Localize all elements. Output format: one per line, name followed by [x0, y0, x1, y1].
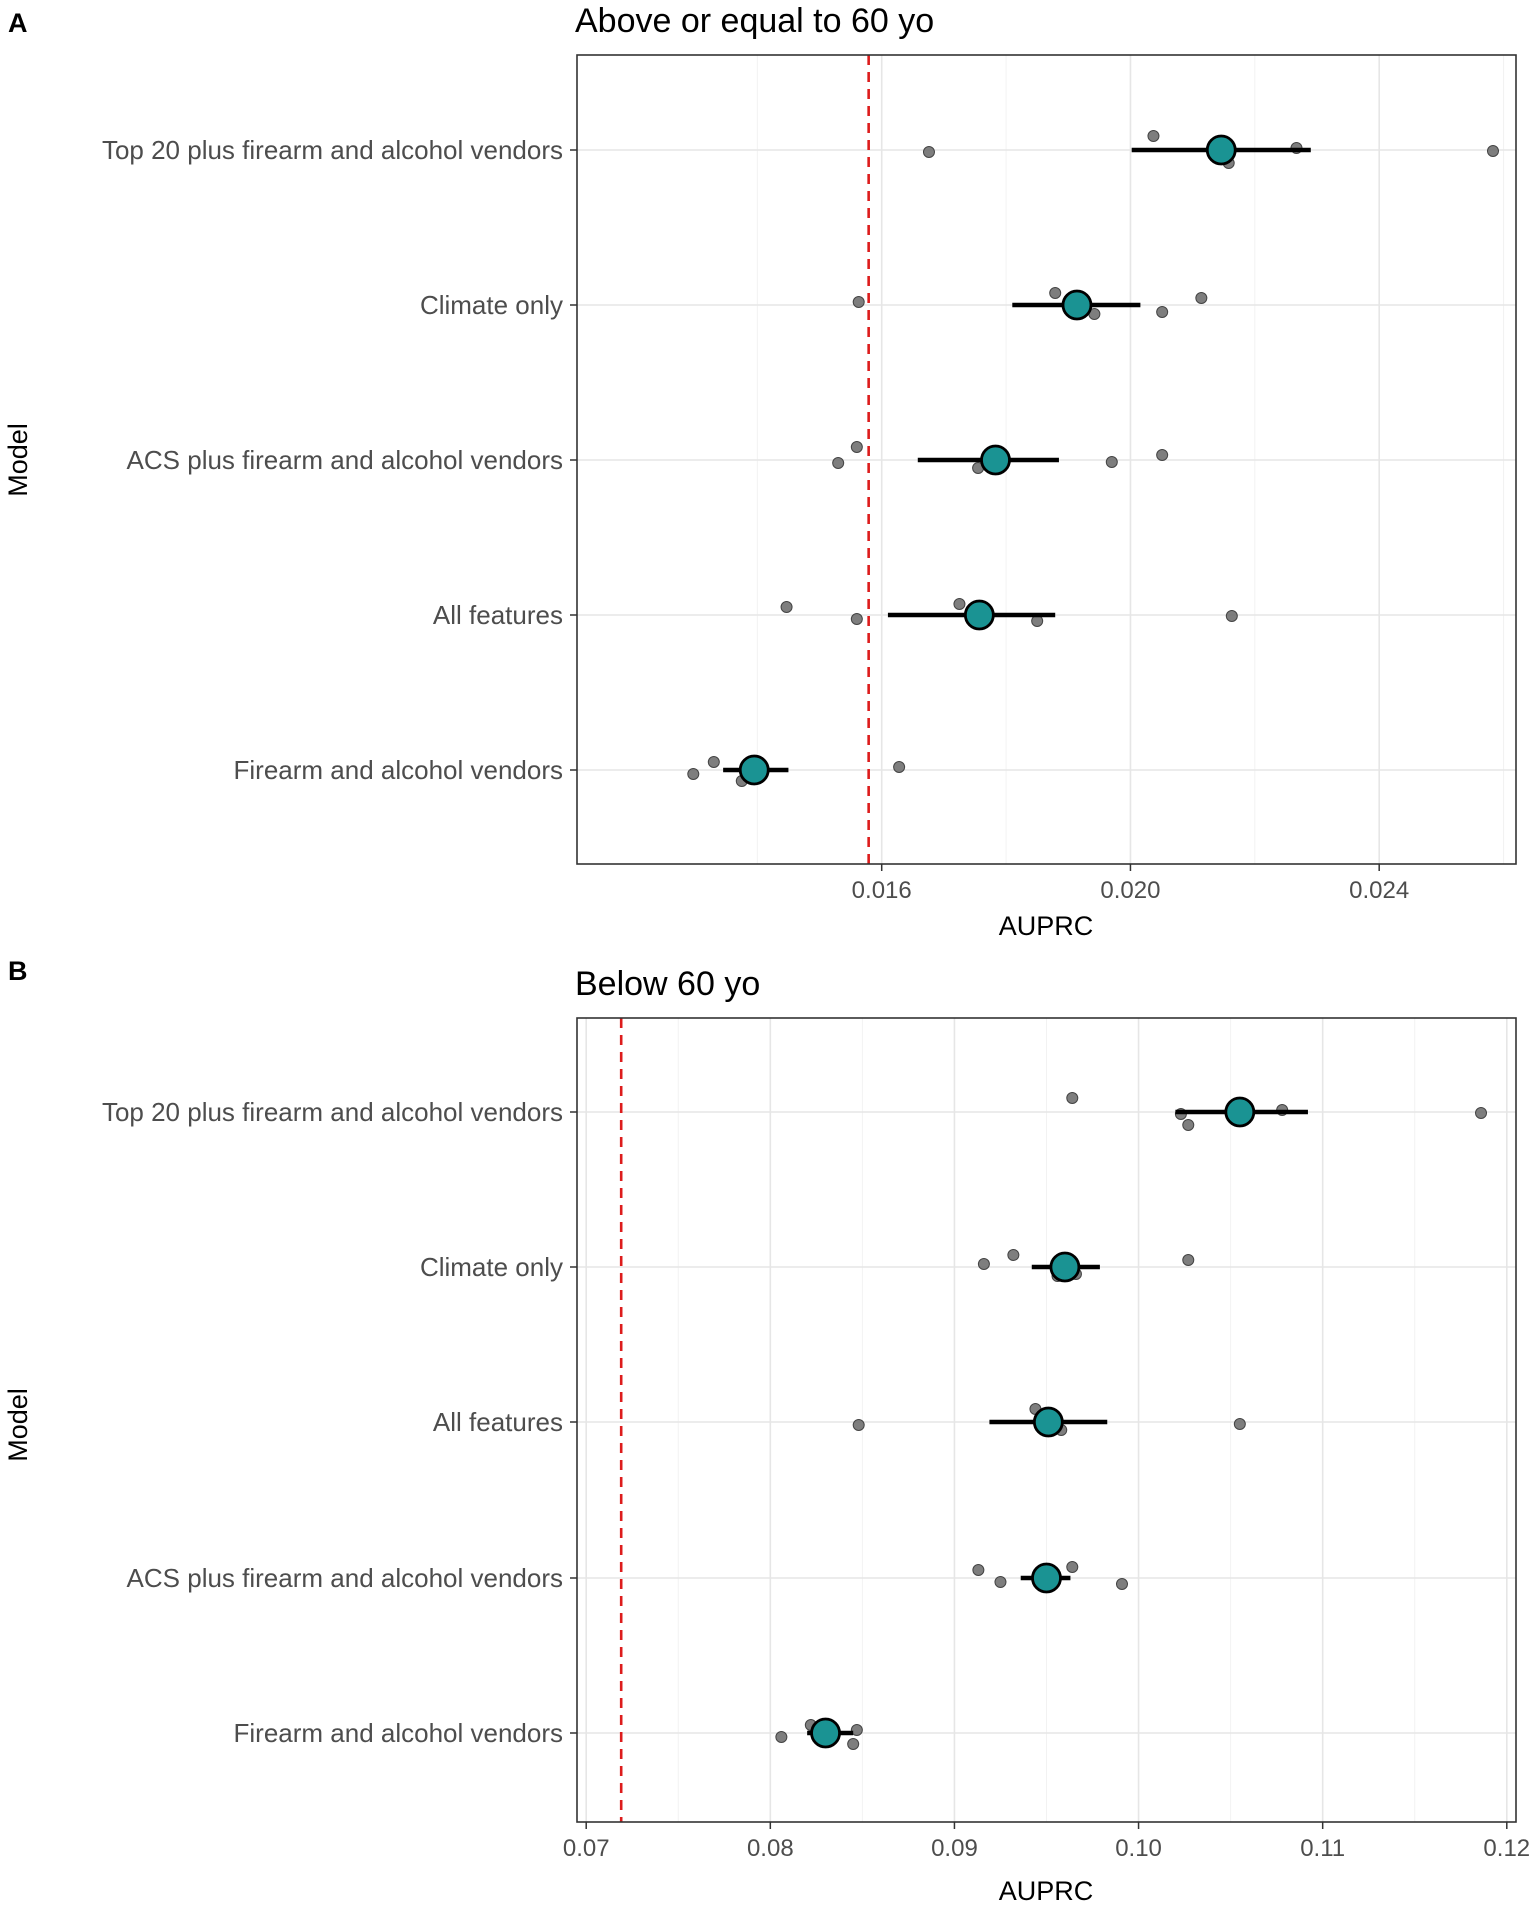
panel-a-x-tick-label: 0.016	[852, 877, 912, 904]
panel-a-y-tick-label: Top 20 plus firearm and alcohol vendors	[102, 135, 563, 165]
panel-a-data-point	[687, 768, 700, 780]
panel-a-panel-border	[576, 54, 1517, 865]
panel-b-data-point	[1115, 1578, 1128, 1590]
panel-b-y-tick-label: Climate only	[420, 1252, 563, 1282]
panel-b-data-point	[1475, 1107, 1488, 1119]
panel-b-data-point	[1182, 1119, 1195, 1131]
panel-a-x-axis-title: AUPRC	[999, 911, 1094, 941]
panel-a-data-point	[850, 441, 863, 453]
panel-b-panel-border	[576, 1017, 1517, 1823]
panel-b-data-point	[1066, 1561, 1079, 1573]
panel-b-letter: B	[8, 956, 28, 986]
panel-b-mean-point	[810, 1717, 841, 1749]
panel-b-data-point	[994, 1576, 1007, 1588]
panel-b-y-tick-label: All features	[433, 1407, 563, 1437]
panel-a-y-tick-label: All features	[433, 600, 563, 630]
panel-b-x-tick-label: 0.07	[563, 1835, 610, 1862]
panel-a-y-tick-label: Climate only	[420, 290, 563, 320]
panel-a-data-point	[832, 457, 845, 469]
panel-b-x-tick-label: 0.10	[1115, 1835, 1162, 1862]
panel-b-mean-point	[1224, 1096, 1256, 1128]
panel-b-y-axis-title: Model	[3, 1388, 33, 1462]
panel-a-data-point	[893, 761, 906, 773]
panel-a-data-point	[852, 296, 865, 308]
panel-b-data-point	[977, 1258, 990, 1270]
panel-b-data-point	[850, 1724, 863, 1736]
panel-a-data-point	[922, 146, 935, 158]
panel-a-data-point	[850, 613, 863, 625]
panel-a-data-point	[953, 598, 966, 610]
panel-a-data-point	[1225, 610, 1238, 622]
panel-a-y-axis-title: Model	[3, 423, 33, 497]
panel-b-x-tick-label: 0.08	[747, 1835, 794, 1862]
panel-b-data-point	[775, 1731, 788, 1743]
panel-b-mean-point	[1032, 1406, 1064, 1438]
panel-a-data-point	[1156, 449, 1169, 461]
panel-b-x-tick-label: 0.11	[1300, 1835, 1345, 1862]
panel-b-plot: Top 20 plus firearm and alcohol vendors C…	[102, 1017, 1530, 1862]
panel-b-y-tick-label: Top 20 plus firearm and alcohol vendors	[102, 1097, 563, 1127]
panel-a-mean-point	[738, 754, 770, 786]
panel-a-data-point	[1147, 130, 1160, 142]
panel-b-data-point	[1182, 1254, 1195, 1266]
panel-b-mean-point	[1049, 1251, 1081, 1283]
panel-a-data-point	[1049, 287, 1062, 299]
panel-b-x-tick-label: 0.12	[1483, 1835, 1530, 1862]
panel-a-mean-point	[1061, 289, 1093, 321]
panel-a-title: Above or equal to 60 yo	[575, 2, 934, 40]
panel-a-letter: A	[8, 8, 28, 38]
panel-b-x-tick-label: 0.09	[931, 1835, 978, 1862]
panel-b-y-tick-label: Firearm and alcohol vendors	[234, 1718, 564, 1748]
panel-a-mean-point	[963, 599, 995, 631]
panel-a-data-point	[1105, 456, 1118, 468]
panel-b-data-point	[972, 1564, 985, 1576]
panel-a-mean-point	[1205, 134, 1237, 166]
panel-b-x-axis-title: AUPRC	[999, 1876, 1094, 1905]
panel-b-data-point	[852, 1419, 865, 1431]
panel-a-data-point	[1486, 145, 1499, 157]
panel-a-y-tick-label: Firearm and alcohol vendors	[234, 755, 564, 785]
panel-b-y-tick-label: ACS plus firearm and alcohol vendors	[127, 1563, 563, 1593]
panel-a-data-point	[780, 601, 793, 613]
panel-a-x-tick-label: 0.024	[1349, 877, 1409, 904]
panel-a-data-point	[1156, 306, 1169, 318]
panel-a-data-point	[1195, 292, 1208, 304]
panel-a-plot: Top 20 plus firearm and alcohol vendors C…	[102, 54, 1517, 904]
panel-a-data-point	[707, 756, 720, 768]
panel-b-mean-point	[1031, 1562, 1062, 1594]
panel-a-mean-point	[980, 444, 1011, 476]
panel-a-y-tick-label: ACS plus firearm and alcohol vendors	[127, 445, 563, 475]
panel-b-data-point	[1233, 1418, 1246, 1430]
panel-a-x-tick-label: 0.020	[1100, 877, 1160, 904]
panel-b-title: Below 60 yo	[575, 965, 760, 1003]
panel-b-data-point	[1066, 1092, 1079, 1104]
panel-b-data-point	[1007, 1249, 1020, 1261]
panel-b-data-point	[847, 1738, 860, 1750]
